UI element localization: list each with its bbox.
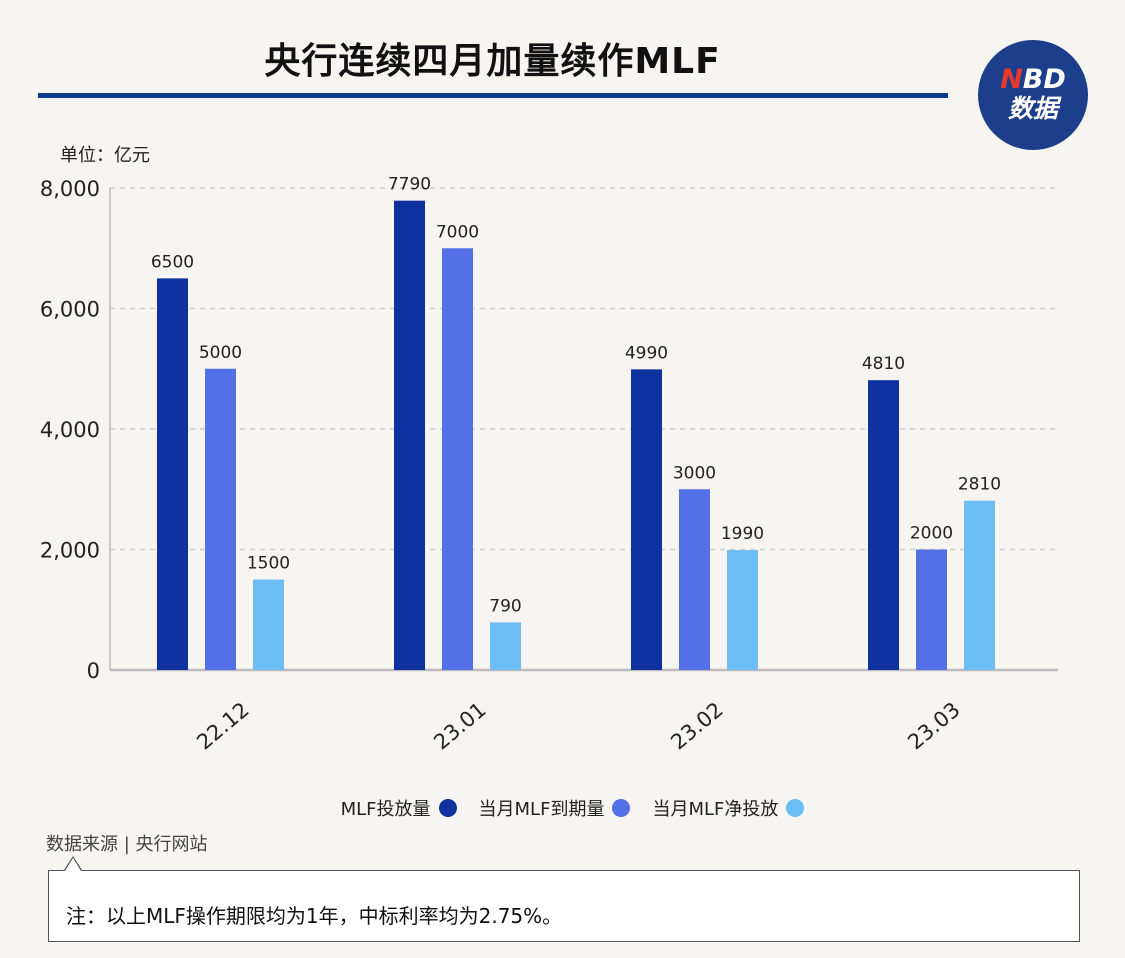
y-tick-label: 0 (87, 659, 100, 683)
unit-label: 单位：亿元 (60, 145, 150, 166)
legend-item-mlf-net: 当月MLF净投放 (652, 795, 805, 821)
x-tick-label: 23.01 (429, 697, 490, 754)
bar (679, 489, 710, 670)
data-label: 3000 (673, 463, 716, 483)
y-tick-label: 4,000 (40, 418, 100, 442)
title-underline (38, 93, 948, 98)
data-label: 4990 (625, 343, 668, 363)
bar (490, 622, 521, 670)
note-box (48, 870, 1080, 942)
legend-dot (786, 799, 805, 817)
bar (205, 368, 236, 670)
data-source: 数据来源 | 央行网站 (46, 834, 208, 855)
y-tick-label: 8,000 (40, 177, 100, 201)
data-label: 1500 (247, 554, 290, 574)
bar (727, 550, 758, 670)
data-label: 5000 (199, 343, 242, 363)
legend-item-mlf-maturing: 当月MLF到期量 (479, 795, 631, 821)
nbd-logo: NBD 数据 (978, 40, 1088, 150)
x-tick-label: 23.03 (903, 697, 964, 754)
data-label: 2810 (958, 475, 1001, 495)
legend-dot (612, 799, 631, 817)
legend: MLF投放量 当月MLF到期量 当月MLF净投放 (0, 795, 1125, 821)
data-label: 2000 (910, 524, 953, 544)
bar (631, 369, 662, 670)
data-label: 6500 (151, 252, 194, 272)
x-tick-label: 23.02 (666, 697, 727, 754)
chart-title: 央行连续四月加量续作MLF (264, 41, 721, 82)
note-text: 注：以上MLF操作期限均为1年，中标利率均为2.75%。 (66, 904, 563, 928)
y-tick-label: 2,000 (40, 539, 100, 563)
data-label: 7000 (436, 222, 479, 242)
bar (157, 278, 188, 670)
data-label: 7790 (388, 175, 431, 195)
bar (394, 200, 425, 670)
legend-item-mlf-issued: MLF投放量 (341, 795, 457, 821)
bar (916, 549, 947, 670)
data-label: 4810 (862, 354, 905, 374)
bar (442, 248, 473, 670)
bar (253, 579, 284, 670)
data-label: 1990 (721, 524, 764, 544)
x-tick-label: 22.12 (192, 697, 253, 754)
bar (868, 380, 899, 670)
y-tick-label: 6,000 (40, 298, 100, 322)
bar (964, 500, 995, 670)
data-label: 790 (489, 596, 521, 616)
legend-dot (438, 799, 457, 817)
bar-chart: 0 2,000 4,000 6,000 8,000 6500 5000 1500 22.12 77… (40, 175, 1058, 754)
